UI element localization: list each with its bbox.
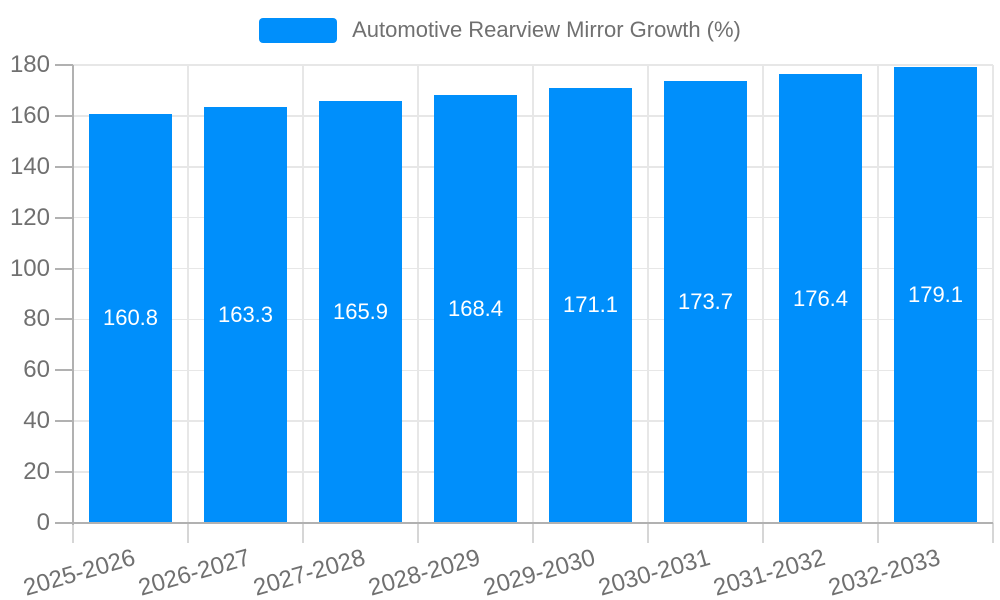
y-axis-tick	[55, 216, 73, 219]
bar-value-label: 179.1	[907, 282, 964, 308]
y-axis-tick	[55, 522, 73, 524]
x-axis-label-anchor: 2032-2033	[716, 544, 943, 600]
bar-2027-2028[interactable]	[319, 100, 402, 523]
y-axis-tick	[55, 318, 73, 321]
legend-item-series-0[interactable]: Automotive Rearview Mirror Growth (%)	[259, 16, 741, 44]
x-axis-label: 2032-2033	[825, 544, 943, 600]
x-axis-tick	[992, 523, 994, 543]
y-axis-label: 20	[23, 458, 50, 486]
bar-2029-2030[interactable]	[549, 87, 632, 523]
bar-2028-2029[interactable]	[434, 94, 517, 523]
x-axis-tick	[302, 523, 304, 543]
y-axis-label: 100	[9, 254, 50, 282]
bar-value-label: 163.3	[217, 302, 274, 328]
x-axis-tick	[877, 523, 879, 543]
y-axis-label: 40	[23, 407, 50, 435]
y-axis-label: 160	[9, 101, 50, 129]
y-axis-tick	[55, 114, 73, 117]
bar-2031-2032[interactable]	[779, 74, 862, 523]
x-axis-tick	[72, 523, 74, 543]
x-axis-tick	[187, 523, 189, 543]
x-gridline	[302, 65, 304, 523]
x-axis-tick	[532, 523, 534, 543]
x-axis-tick	[762, 523, 764, 543]
y-axis-tick	[55, 369, 73, 372]
y-axis-tick	[55, 420, 73, 423]
y-axis-tick	[55, 267, 73, 270]
x-gridline	[532, 65, 534, 523]
legend-marker-icon	[259, 17, 338, 43]
x-gridline	[417, 65, 419, 523]
bar-value-label: 165.9	[332, 298, 389, 324]
legend: Automotive Rearview Mirror Growth (%)	[0, 16, 1000, 44]
bar-value-label: 176.4	[792, 285, 849, 311]
y-axis-label: 180	[9, 51, 50, 78]
x-gridline	[187, 65, 189, 523]
y-axis-label: 120	[9, 203, 50, 231]
y-axis-tick	[55, 471, 73, 474]
x-gridline	[762, 65, 764, 523]
bar-2026-2027[interactable]	[204, 107, 287, 523]
legend-label: Automotive Rearview Mirror Growth (%)	[352, 17, 741, 42]
y-axis-line	[72, 65, 74, 525]
bar-value-label: 173.7	[677, 289, 734, 314]
bar-2025-2026[interactable]	[89, 113, 172, 523]
x-axis-tick	[647, 523, 649, 543]
x-gridline	[992, 65, 994, 523]
y-axis-tick	[55, 165, 73, 168]
y-axis-tick	[55, 64, 73, 66]
bar-value-label: 171.1	[562, 292, 619, 318]
x-gridline	[647, 65, 649, 523]
bar-value-label: 160.8	[102, 305, 159, 331]
bar-2030-2031[interactable]	[664, 81, 747, 523]
y-axis-label: 60	[23, 356, 50, 384]
x-axis-line	[73, 522, 993, 524]
x-axis-tick	[417, 523, 419, 543]
bar-value-label: 168.4	[447, 295, 504, 321]
bar-2032-2033[interactable]	[894, 67, 977, 523]
y-axis-label: 0	[36, 509, 50, 536]
y-axis-label: 80	[23, 305, 50, 333]
x-gridline	[877, 65, 879, 523]
y-axis-label: 140	[9, 152, 50, 180]
